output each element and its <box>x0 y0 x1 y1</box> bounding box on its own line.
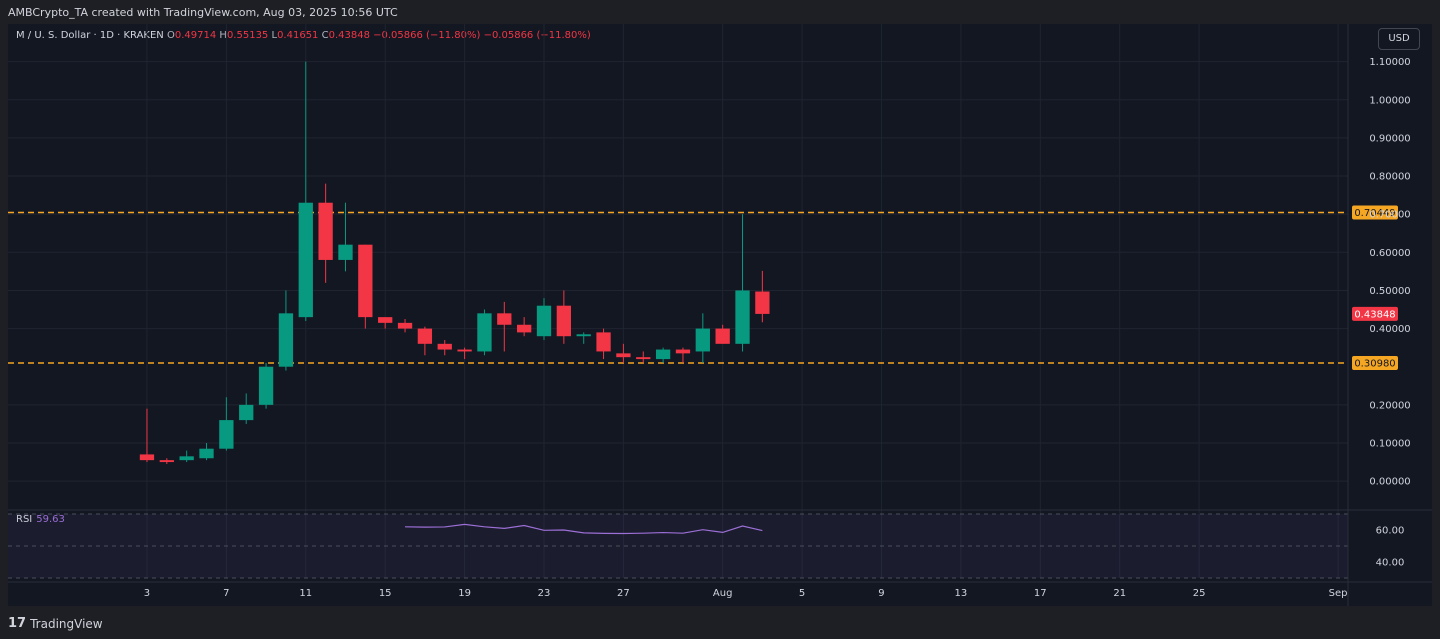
chart-panel[interactable]: M / U. S. Dollar · 1D · KRAKEN O0.49714 … <box>8 24 1432 606</box>
header-bar: AMBCrypto_TA created with TradingView.co… <box>0 0 1440 24</box>
horizontal-levels: 0.70449 0.30980 0.43848 <box>8 205 1398 370</box>
candle-body <box>675 349 691 354</box>
candle-body <box>239 404 254 421</box>
candle-body <box>715 328 730 344</box>
y-tick-label: 0.10000 <box>1369 438 1410 449</box>
rsi-value: 59.63 <box>36 514 65 525</box>
brand-name: TradingView <box>30 616 103 631</box>
brand[interactable]: 𝟭𝟳 TradingView <box>8 616 103 631</box>
y-tick-label: 0.00000 <box>1369 477 1410 488</box>
x-tick-label: 3 <box>144 588 150 599</box>
symbol-legend: M / U. S. Dollar · 1D · KRAKEN O0.49714 … <box>16 30 591 41</box>
rsi-tick-label: 40.00 <box>1376 558 1405 569</box>
price-level-label: 0.30980 <box>1354 358 1395 369</box>
candles <box>139 61 770 464</box>
last-price-tag <box>1352 306 1398 321</box>
tradingview-logo-icon: 𝟭𝟳 <box>8 616 27 631</box>
candle-body <box>139 454 155 461</box>
y-tick-label: 1.10000 <box>1369 57 1410 68</box>
y-tick-label: 0.60000 <box>1369 248 1410 259</box>
x-tick-label: 23 <box>538 588 551 599</box>
rsi-tick-label: 60.00 <box>1376 526 1405 537</box>
candlestick-chart[interactable]: 60.00 40.00 0.70449 0.30980 0.43848 3 7 11 15 1… <box>8 24 1432 606</box>
high-label: H <box>219 30 227 41</box>
last-price-label: 0.43848 <box>1354 309 1395 320</box>
candle-body <box>258 366 274 405</box>
price-level-tag <box>1352 355 1398 370</box>
x-tick-label: 9 <box>878 588 884 599</box>
open-value: 0.49714 <box>174 30 217 41</box>
candle-body <box>159 460 174 463</box>
footer-bar: 𝟭𝟳 TradingView <box>0 606 1440 639</box>
x-tick-label: 27 <box>617 588 630 599</box>
axes: 3 7 11 15 19 23 27 Aug 5 9 13 17 21 25 Sep 1.10000 1.000… <box>8 24 1432 606</box>
candle-body <box>358 244 373 318</box>
candle-body <box>179 456 194 461</box>
y-tick-label: 0.40000 <box>1369 324 1410 335</box>
candle-body <box>636 357 651 360</box>
candle-body <box>755 291 770 314</box>
y-tick-label: 0.20000 <box>1369 400 1410 411</box>
x-tick-label: 19 <box>458 588 471 599</box>
change-value-2: −0.05866 (−11.80%) <box>483 30 591 41</box>
x-tick-label: 15 <box>379 588 392 599</box>
candle-body <box>596 332 611 352</box>
symbol-name: M / U. S. Dollar · 1D · KRAKEN <box>16 30 164 41</box>
x-tick-label: 7 <box>223 588 229 599</box>
x-tick-label: 11 <box>299 588 312 599</box>
candle-body <box>695 328 710 352</box>
x-tick-label: 5 <box>799 588 805 599</box>
candle-body <box>219 420 234 449</box>
price-level-label: 0.70449 <box>1354 208 1395 219</box>
y-tick-label: 0.50000 <box>1369 286 1410 297</box>
candle-body <box>497 313 512 325</box>
low-label: L <box>271 30 278 41</box>
candle-body <box>278 313 294 367</box>
open-label: O <box>166 30 175 41</box>
candle-body <box>298 202 313 318</box>
candle-body <box>457 349 472 352</box>
candle-body <box>338 244 353 260</box>
grid <box>8 24 1348 578</box>
y-tick-label: 1.00000 <box>1369 95 1410 106</box>
candle-body <box>417 328 433 344</box>
candle-body <box>616 353 631 358</box>
rsi-pane: 60.00 40.00 <box>8 513 1405 579</box>
candle-body <box>378 317 393 323</box>
rsi-band <box>8 514 1348 578</box>
x-tick-label: 13 <box>955 588 968 599</box>
candle-body <box>517 324 532 333</box>
low-value: 0.41651 <box>277 30 319 41</box>
close-value: 0.43848 <box>328 30 370 41</box>
candle-body <box>735 290 750 344</box>
candle-body <box>576 334 591 337</box>
rsi-name: RSI <box>16 514 33 525</box>
rsi-line <box>405 523 763 535</box>
y-tick-label: 0.70000 <box>1369 210 1410 221</box>
y-tick-label: 0.80000 <box>1369 172 1410 183</box>
candle-body <box>556 305 571 337</box>
header-caption: AMBCrypto_TA created with TradingView.co… <box>8 6 398 19</box>
close-label: C <box>321 30 329 41</box>
price-level-tag <box>1352 205 1398 220</box>
high-value: 0.55135 <box>226 30 269 41</box>
candle-body <box>318 202 333 260</box>
y-tick-label: 0.90000 <box>1369 133 1410 144</box>
candle-body <box>655 349 671 360</box>
x-tick-label: Sep <box>1329 588 1348 599</box>
x-tick-label: Aug <box>713 588 733 599</box>
rsi-legend: RSI 59.63 <box>16 514 65 525</box>
change-value: −0.05866 (−11.80%) <box>373 30 481 41</box>
candle-body <box>536 305 552 337</box>
candle-body <box>477 313 492 352</box>
x-tick-label: 25 <box>1193 588 1206 599</box>
x-tick-label: 21 <box>1113 588 1126 599</box>
candle-body <box>397 322 413 329</box>
x-tick-label: 17 <box>1034 588 1047 599</box>
candle-body <box>199 448 214 459</box>
candle-body <box>437 343 452 350</box>
currency-button[interactable]: USD <box>1378 28 1420 50</box>
